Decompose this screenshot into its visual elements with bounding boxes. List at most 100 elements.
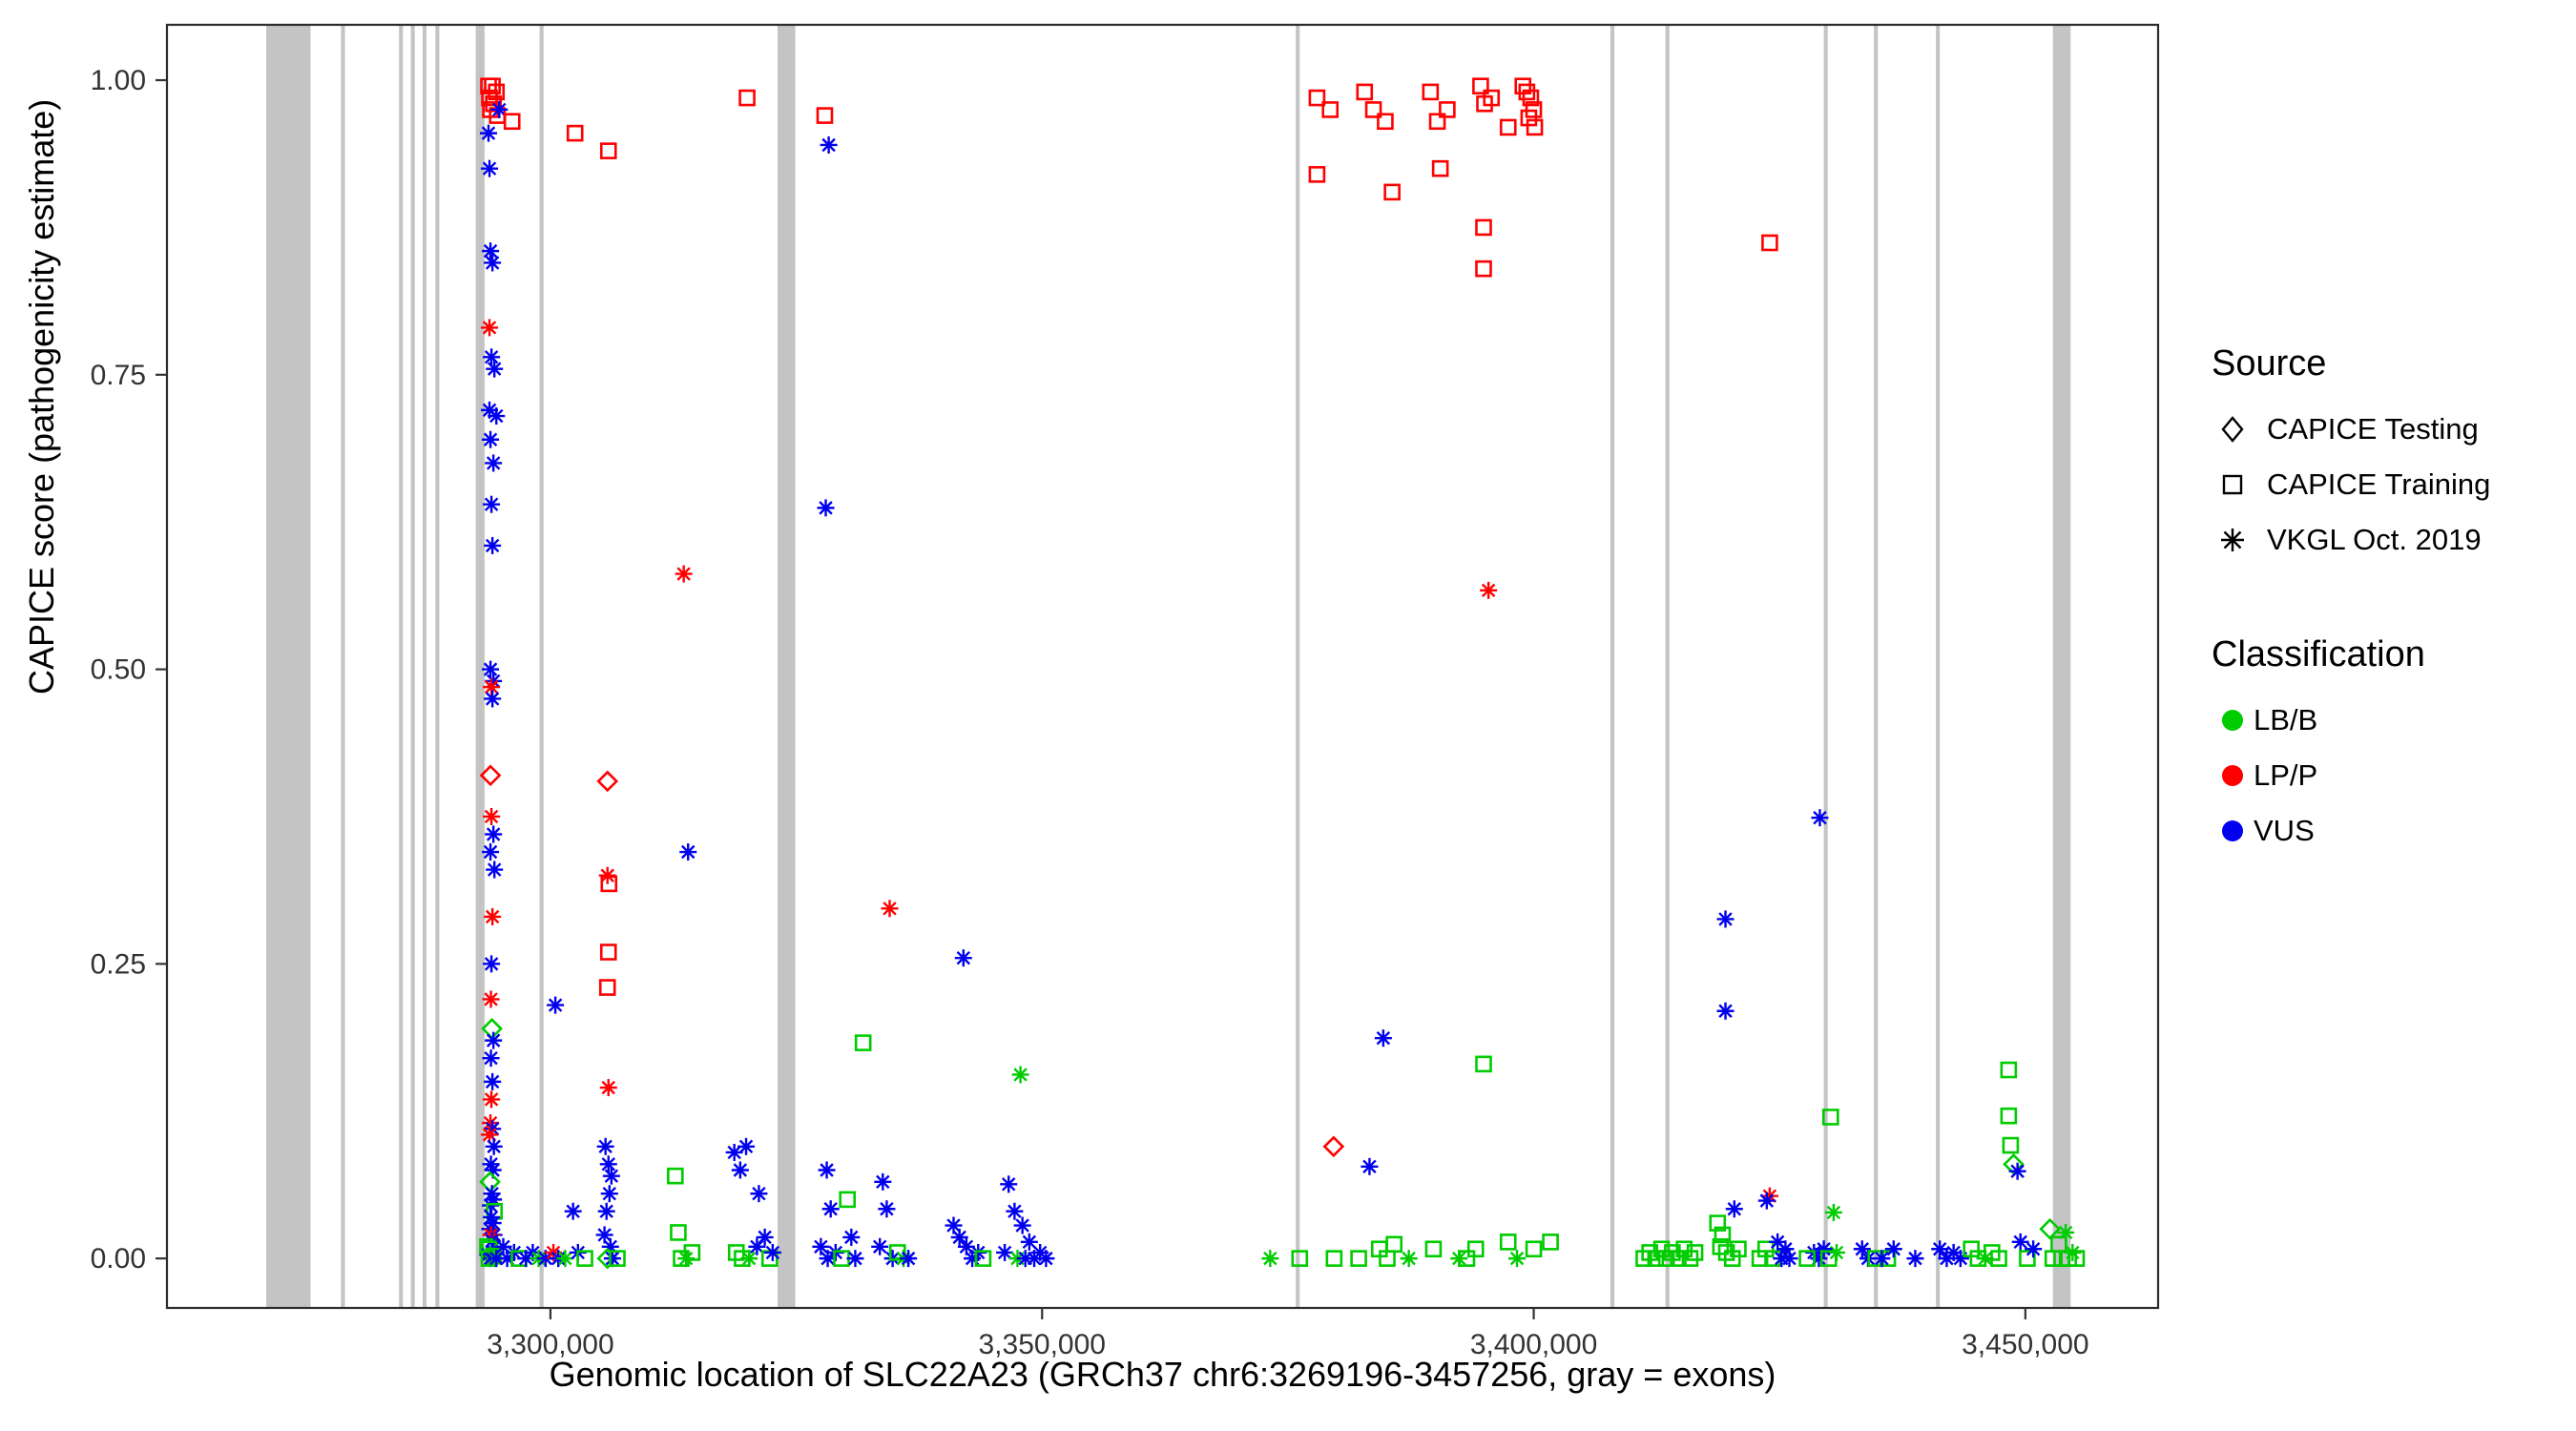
data-point-square [1308, 166, 1326, 183]
data-point-square [1383, 183, 1401, 201]
data-point-asterisk [1951, 1250, 1969, 1268]
x-tick-label: 3,300,000 [487, 1329, 613, 1360]
data-point-asterisk [677, 1250, 696, 1268]
data-point-asterisk [480, 124, 498, 142]
data-point-square [974, 1250, 992, 1267]
data-point-square [816, 107, 834, 124]
x-tick-label: 3,350,000 [979, 1329, 1106, 1360]
data-point-asterisk [556, 1250, 574, 1268]
exon-band [475, 25, 485, 1308]
data-point-square [1475, 218, 1492, 237]
data-point-asterisk [482, 1049, 500, 1068]
exon-band [1665, 25, 1670, 1308]
data-point-square [1723, 1250, 1741, 1267]
data-point-asterisk [483, 348, 501, 366]
data-point-square [1657, 1250, 1675, 1267]
data-point-asterisk [603, 1250, 621, 1268]
data-point-asterisk [883, 1250, 902, 1268]
lpp-color-dot [2222, 765, 2243, 786]
data-point-square [1422, 83, 1440, 101]
data-point-asterisk [846, 1250, 864, 1268]
data-point-diamond [1322, 1135, 1345, 1158]
data-point-square [1472, 77, 1489, 95]
y-tick-label: 0.00 [91, 1243, 146, 1275]
data-point-square [1751, 1250, 1769, 1267]
data-point-square [738, 89, 756, 107]
data-point-square [1458, 1250, 1476, 1267]
data-point-asterisk [482, 843, 500, 861]
data-point-asterisk [675, 565, 693, 583]
data-point-square [1518, 83, 1536, 101]
data-point-square [1730, 1240, 1747, 1258]
y-tick-label: 1.00 [91, 65, 146, 96]
data-point-asterisk [482, 430, 500, 448]
data-point-asterisk [602, 1167, 620, 1185]
data-point-square [1377, 113, 1394, 131]
data-point-asterisk [1725, 1200, 1743, 1218]
data-point-square [2000, 1061, 2018, 1079]
data-point-square [1525, 1240, 1543, 1258]
data-point-asterisk [599, 1155, 617, 1173]
data-point-asterisk [820, 135, 838, 154]
data-point-asterisk [812, 1237, 830, 1255]
data-point-asterisk [1400, 1250, 1418, 1268]
data-point-asterisk [750, 1185, 768, 1203]
data-point-asterisk [826, 1243, 844, 1261]
y-tick-label: 0.75 [91, 360, 146, 391]
data-point-square [1475, 259, 1492, 278]
data-point-asterisk [2025, 1240, 2043, 1258]
y-tick-label: 0.50 [91, 654, 146, 686]
data-point-square [1325, 1250, 1343, 1267]
legend-item-capice-training: CAPICE Training [2212, 457, 2565, 512]
data-point-square [760, 1250, 779, 1267]
legend-label: VUS [2254, 814, 2315, 847]
legend-label: CAPICE Testing [2267, 412, 2479, 446]
legend-item-lbb: LB/B [2212, 693, 2565, 748]
data-point-asterisk [488, 407, 506, 425]
data-point-square [1356, 83, 1374, 101]
lbb-color-dot [2222, 710, 2243, 731]
data-point-square [1670, 1250, 1687, 1267]
data-point-diamond [596, 770, 619, 793]
exon-band [435, 25, 440, 1308]
data-point-square [1321, 101, 1340, 118]
data-point-square [1475, 1055, 1492, 1073]
data-point-asterisk [1884, 1240, 1902, 1258]
data-point-asterisk [485, 1031, 503, 1049]
data-point-asterisk [564, 1202, 582, 1220]
data-point-asterisk [486, 360, 504, 378]
data-point-square [481, 89, 498, 107]
data-point-asterisk [485, 454, 503, 472]
data-point-asterisk [1361, 1157, 1379, 1175]
data-point-diamond [2003, 1152, 2025, 1175]
data-point-square [670, 1224, 687, 1241]
data-point-asterisk [1716, 1002, 1735, 1020]
data-point-asterisk [1374, 1029, 1392, 1047]
data-point-asterisk [481, 159, 499, 177]
data-point-asterisk [482, 242, 500, 260]
data-point-square [1990, 1250, 2007, 1267]
data-point-asterisk [881, 900, 899, 918]
legend-classification-title: Classification [2212, 634, 2425, 674]
data-point-asterisk [878, 1200, 896, 1218]
data-point-square [598, 979, 616, 996]
data-point-asterisk [1508, 1250, 1527, 1268]
data-point-asterisk [1931, 1240, 1949, 1258]
exon-band [1823, 25, 1828, 1308]
data-point-asterisk [996, 1243, 1014, 1261]
data-point-square [1717, 1244, 1735, 1261]
data-point-asterisk [1011, 1066, 1029, 1084]
data-point-square [599, 944, 617, 961]
data-point-asterisk [484, 536, 502, 554]
legend: Source CAPICE Testing CAPICE Training [2212, 343, 2565, 925]
data-point-square [2019, 1250, 2036, 1267]
legend-classification-block: Classification LB/B LP/P VUS [2212, 634, 2565, 859]
data-point-asterisk [490, 100, 509, 118]
data-point-asterisk [488, 1250, 506, 1268]
data-point-square [1385, 1235, 1403, 1254]
data-point-square [1291, 1250, 1309, 1267]
data-point-asterisk [1906, 1250, 1924, 1268]
data-point-square [1761, 234, 1778, 252]
data-point-asterisk [484, 690, 502, 708]
data-point-square [839, 1191, 856, 1209]
